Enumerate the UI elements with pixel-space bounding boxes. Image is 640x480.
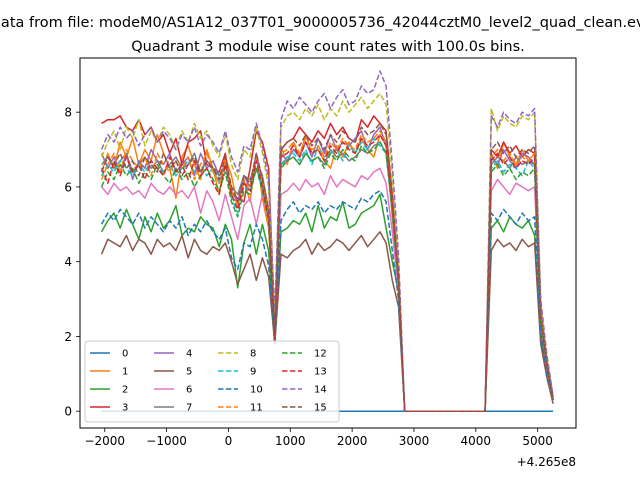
legend-label-15: 15 — [314, 403, 327, 414]
axis-ticks: −2000 −1000 0 1000 2000 3000 4000 5000 0 2 4 6 8 — [64, 106, 553, 448]
legend-label-9: 9 — [250, 367, 256, 378]
x-tick-label: −1000 — [146, 434, 187, 448]
legend-label-0: 0 — [122, 349, 128, 360]
plot-frame — [79, 57, 577, 429]
x-offset-label: +4.265e8 — [517, 455, 576, 469]
x-tick-label: 4000 — [461, 434, 492, 448]
legend-label-5: 5 — [186, 367, 192, 378]
legend-label-7: 7 — [186, 403, 192, 414]
y-tick-label: 8 — [64, 106, 72, 120]
legend-label-3: 3 — [122, 403, 128, 414]
series-layer — [100, 70, 554, 412]
figure-suptitle: Data from file: modeM0/AS1A12_037T01_900… — [0, 15, 640, 31]
y-tick-label: 4 — [64, 255, 72, 269]
y-tick-label: 2 — [64, 330, 72, 344]
legend-box — [84, 340, 340, 423]
series-line-15 — [100, 122, 554, 412]
y-tick-label: 0 — [64, 405, 72, 419]
series-line-10 — [100, 189, 554, 412]
x-tick-label: 0 — [225, 434, 233, 448]
legend-label-6: 6 — [186, 385, 192, 396]
series-line-13 — [100, 133, 554, 412]
chart-title: Quadrant 3 module wise count rates with … — [131, 39, 525, 55]
y-tick-label: 6 — [64, 180, 72, 194]
x-tick-label: 1000 — [275, 434, 306, 448]
x-tick-label: 2000 — [337, 434, 368, 448]
x-tick-label: 3000 — [399, 434, 430, 448]
legend-label-10: 10 — [250, 385, 263, 396]
legend-label-13: 13 — [314, 367, 327, 378]
legend-label-2: 2 — [122, 385, 128, 396]
legend-label-1: 1 — [122, 367, 128, 378]
legend-label-4: 4 — [186, 349, 192, 360]
series-line-5 — [100, 231, 554, 412]
x-tick-label: 5000 — [522, 434, 553, 448]
legend-label-11: 11 — [250, 403, 263, 414]
series-line-12 — [100, 141, 554, 412]
legend-label-12: 12 — [314, 349, 327, 360]
legend-label-14: 14 — [314, 385, 327, 396]
legend-label-8: 8 — [250, 349, 256, 360]
x-tick-label: −2000 — [84, 434, 125, 448]
